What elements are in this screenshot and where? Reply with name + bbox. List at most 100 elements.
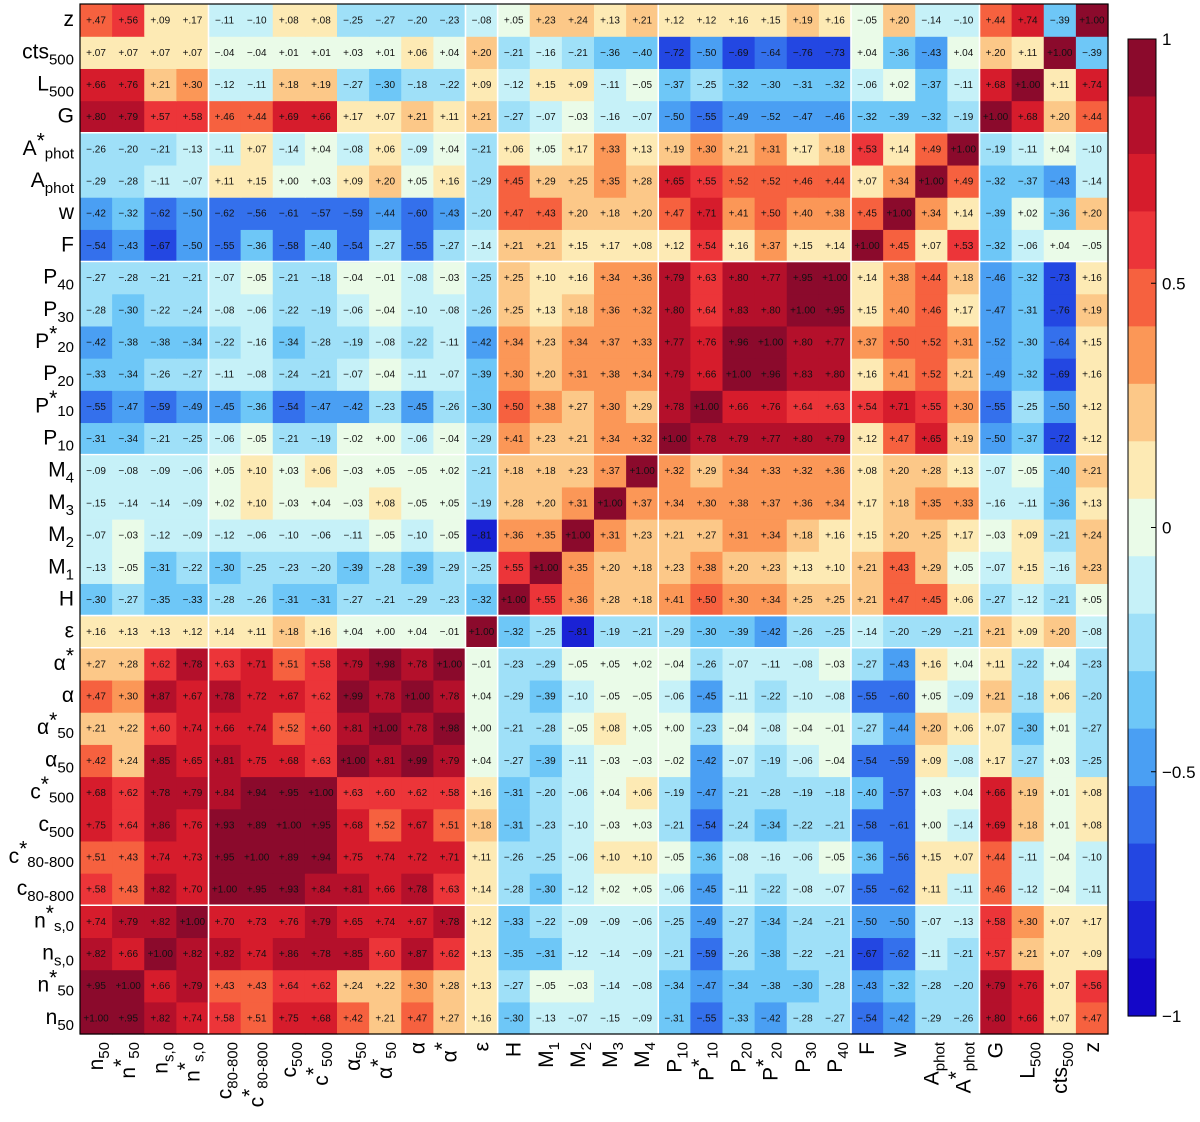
- cell-value-label: +.20: [729, 563, 749, 574]
- cell-value-label: −.22: [407, 337, 427, 348]
- cell-value-label: +.77: [761, 434, 781, 445]
- cell-value-label: −.54: [857, 1013, 877, 1024]
- cell-value-label: +1.00: [437, 659, 463, 670]
- heatmap-cell: [112, 293, 145, 327]
- heatmap-cell: [240, 454, 274, 488]
- heatmap-cell: [240, 905, 274, 939]
- heatmap-cell: [626, 293, 659, 327]
- y-tick-label: P*20: [35, 323, 74, 356]
- heatmap-cell: [176, 615, 210, 649]
- x-tick-label: P30: [792, 1042, 820, 1073]
- cell-value-label: +.21: [729, 144, 749, 155]
- cell-value-label: −.61: [279, 209, 299, 220]
- cell-value-label: −.15: [86, 498, 106, 509]
- cell-value-label: −.21: [825, 820, 845, 831]
- heatmap-cell: [979, 808, 1013, 842]
- heatmap-cell: [979, 422, 1013, 456]
- heatmap-cell: [979, 390, 1013, 424]
- cell-value-label: −.12: [1018, 595, 1038, 606]
- heatmap-cell: [529, 905, 563, 939]
- heatmap-cell: [947, 647, 981, 681]
- heatmap-cell: [304, 873, 338, 906]
- cell-value-label: +.78: [183, 659, 203, 670]
- cell-value-label: +.23: [632, 531, 652, 542]
- heatmap-cell: [433, 776, 467, 810]
- cell-value-label: −.27: [825, 1013, 845, 1024]
- cell-value-label: +.52: [921, 337, 941, 348]
- cell-value-label: −.04: [825, 756, 845, 767]
- heatmap-cell: [979, 744, 1013, 778]
- heatmap-cell: [433, 486, 467, 520]
- heatmap-cell: [561, 615, 595, 649]
- cell-value-label: −.50: [183, 241, 203, 252]
- cell-value-label: +.15: [857, 531, 877, 542]
- cell-value-label: +.54: [697, 241, 717, 252]
- heatmap-cell: [754, 937, 788, 971]
- colorbar-segment: [1128, 613, 1156, 672]
- cell-value-label: −.26: [247, 595, 267, 606]
- cell-value-label: −.25: [825, 627, 845, 638]
- cell-value-label: +.08: [632, 241, 652, 252]
- cell-value-label: +.05: [600, 659, 620, 670]
- cell-value-label: −.31: [86, 434, 106, 445]
- cell-value-label: −.30: [118, 305, 138, 316]
- heatmap-cell: [851, 615, 884, 649]
- cell-value-label: −.06: [343, 305, 363, 316]
- heatmap-cell: [947, 873, 981, 906]
- heatmap-cell: [80, 905, 113, 939]
- cell-value-label: −.26: [793, 627, 813, 638]
- cell-value-label: −.11: [601, 80, 620, 91]
- cell-value-label: +.96: [761, 370, 781, 381]
- heatmap-cell: [786, 358, 820, 391]
- heatmap-cell: [80, 744, 113, 778]
- heatmap-cell: [240, 519, 274, 552]
- cell-value-label: +.65: [921, 434, 941, 445]
- cell-value-label: −.07: [729, 659, 749, 670]
- cell-value-label: +.74: [1082, 80, 1102, 91]
- heatmap-cell: [369, 615, 402, 649]
- heatmap-cell: [465, 647, 499, 681]
- cell-value-label: +.18: [568, 305, 588, 316]
- heatmap-cell: [818, 486, 852, 520]
- cell-value-label: −.14: [279, 144, 299, 155]
- cell-value-label: +.70: [183, 885, 203, 896]
- cell-value-label: +.02: [632, 659, 652, 670]
- heatmap-cell: [818, 969, 852, 1003]
- heatmap-cell: [465, 744, 499, 778]
- heatmap-cell: [176, 325, 210, 359]
- colorbar-segment: [1128, 843, 1156, 902]
- heatmap-cell: [1043, 679, 1077, 713]
- cell-value-label: −.29: [921, 627, 941, 638]
- cell-value-label: +.37: [600, 337, 620, 348]
- cell-value-label: +.33: [954, 498, 974, 509]
- cell-value-label: +.13: [954, 466, 974, 477]
- cell-value-label: +1.00: [1079, 16, 1105, 27]
- cell-value-label: −.09: [632, 949, 652, 960]
- heatmap-cell: [176, 293, 210, 327]
- cell-value-label: +.04: [311, 498, 331, 509]
- cell-value-label: −.06: [407, 434, 427, 445]
- cell-value-label: +.66: [86, 80, 106, 91]
- cell-value-label: −.32: [825, 80, 845, 91]
- heatmap-cell: [1011, 615, 1045, 649]
- cell-value-label: +.62: [311, 981, 331, 992]
- heatmap-cell: [754, 551, 788, 584]
- cell-value-label: −.50: [1050, 402, 1070, 413]
- cell-value-label: +.43: [889, 563, 909, 574]
- heatmap-cell: [1043, 647, 1077, 681]
- cell-value-label: −.35: [150, 595, 170, 606]
- cell-value-label: +.43: [247, 981, 267, 992]
- heatmap-cell: [208, 808, 242, 842]
- y-tick-label: n*50: [37, 966, 74, 999]
- cell-value-label: −.21: [664, 949, 684, 960]
- cell-value-label: −.33: [729, 1013, 749, 1024]
- cell-value-label: +.25: [568, 177, 588, 188]
- cell-value-label: −.07: [986, 563, 1006, 574]
- cell-value-label: +.23: [761, 563, 781, 574]
- cell-value-label: −.11: [215, 16, 234, 27]
- cell-value-label: +.20: [1050, 627, 1070, 638]
- heatmap-cell: [337, 744, 370, 778]
- heatmap-cell: [594, 679, 627, 713]
- cell-value-label: +.98: [375, 659, 395, 670]
- cell-value-label: −.26: [150, 370, 170, 381]
